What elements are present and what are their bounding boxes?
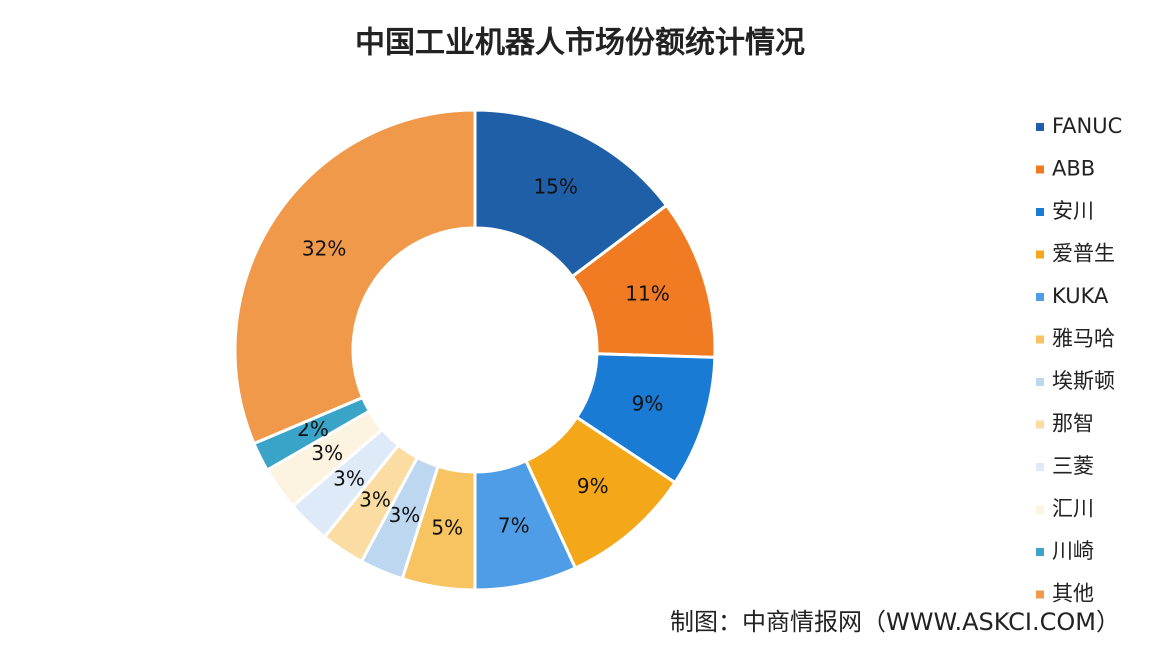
legend-label: 雅马哈 [1052, 327, 1115, 351]
data-label: 11% [625, 282, 669, 306]
data-label: 3% [359, 487, 391, 511]
data-label: 3% [389, 503, 421, 527]
legend-swatch [1036, 590, 1044, 599]
legend-swatch [1036, 165, 1044, 174]
legend-label: 其他 [1052, 582, 1094, 606]
data-label: 32% [302, 237, 346, 261]
legend-swatch [1036, 123, 1044, 131]
legend-label: ABB [1052, 157, 1095, 181]
legend-label: 埃斯顿 [1052, 369, 1115, 393]
legend-label: 川崎 [1052, 539, 1094, 563]
legend-swatch [1036, 463, 1044, 471]
data-label: 3% [333, 466, 365, 490]
data-label: 15% [533, 174, 577, 198]
donut-slice [233, 108, 477, 446]
legend-swatch [1036, 293, 1044, 301]
data-label: 9% [577, 474, 609, 498]
legend-swatch [1036, 335, 1044, 344]
chart-title: 中国工业机器人市场份额统计情况 [355, 26, 805, 61]
legend-label: KUKA [1052, 284, 1109, 308]
data-label: 7% [498, 513, 530, 537]
legend-label: 汇川 [1052, 497, 1094, 521]
data-label: 9% [632, 391, 664, 415]
legend-label: 安川 [1052, 199, 1094, 223]
legend-label: FANUC [1052, 114, 1122, 138]
legend-swatch [1036, 548, 1044, 556]
legend-swatch [1036, 250, 1044, 259]
legend-swatch [1036, 378, 1044, 386]
legend-swatch [1036, 505, 1044, 514]
donut-slice [473, 108, 669, 279]
legend-label: 爱普生 [1052, 242, 1115, 266]
legend-label: 三菱 [1052, 454, 1094, 478]
source-note: 制图：中商情报网（WWW.ASKCI.COM） [670, 608, 1120, 636]
data-label: 5% [431, 515, 463, 539]
legend-swatch [1036, 208, 1044, 216]
legend-swatch [1036, 420, 1044, 429]
data-label: 3% [311, 441, 343, 465]
legend-label: 那智 [1052, 412, 1094, 436]
